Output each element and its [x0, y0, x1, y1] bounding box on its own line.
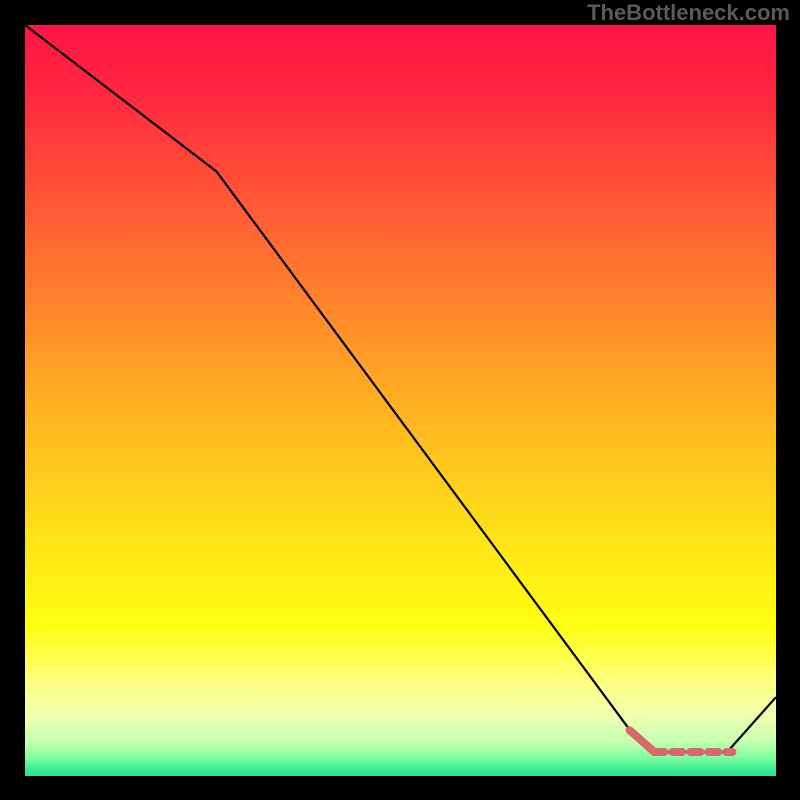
watermark-text: TheBottleneck.com — [587, 0, 790, 26]
valley-marker-solid — [630, 730, 655, 752]
main-data-line — [25, 25, 776, 752]
chart-lines — [25, 25, 776, 776]
chart-plot-area — [25, 25, 776, 776]
